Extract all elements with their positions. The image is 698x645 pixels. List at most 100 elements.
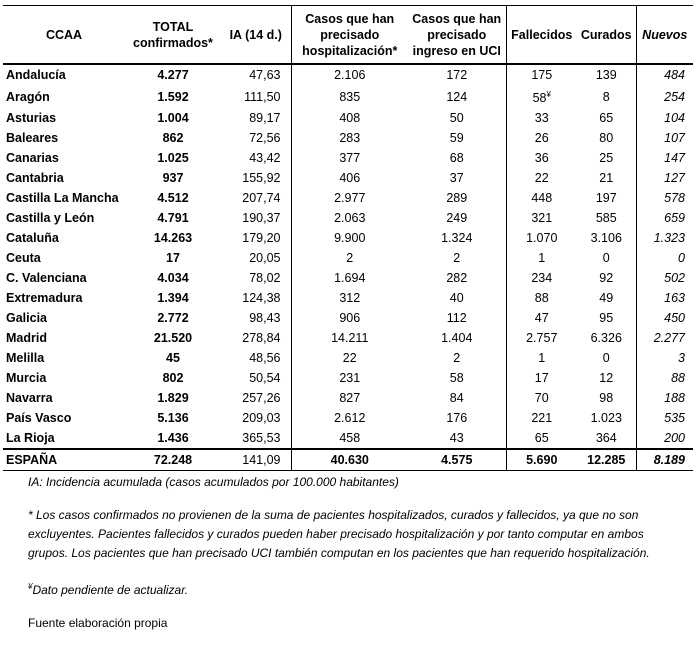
cell: 231 xyxy=(290,368,408,389)
cell: 111,50 xyxy=(244,89,281,104)
region-name: Murcia xyxy=(6,371,47,386)
region-name: Cataluña xyxy=(6,231,59,246)
cell: 92 xyxy=(599,271,614,286)
cell: 22 xyxy=(290,348,408,369)
cell: 45 xyxy=(166,351,180,366)
data-row: Madrid 21.520 278,84 14.211 1.404 2.757 6.326 2… xyxy=(3,328,693,349)
cell: 1 xyxy=(505,348,577,369)
cell: 1.404 xyxy=(441,331,473,346)
cell: 5.136 xyxy=(157,411,189,426)
note-mark: ¥ xyxy=(28,582,33,592)
cell: 406 xyxy=(290,168,408,189)
region-name: Ceuta xyxy=(6,251,41,266)
data-row: Extremadura 1.394 124,38 312 40 88 49 163 xyxy=(3,288,693,309)
column-header: Nuevos xyxy=(635,5,693,65)
cell: 4.512 xyxy=(157,191,189,206)
cell: 88 xyxy=(505,288,577,309)
note-asterisk: * Los casos confirmados no provienen de … xyxy=(28,508,650,561)
cell: 1.436 xyxy=(157,431,189,446)
table-body: Andalucía 4.277 47,63 2.106 172 175 139 484 Arag… xyxy=(3,64,693,472)
cell: 147 xyxy=(635,148,693,169)
cell: 22 xyxy=(505,168,577,189)
cell: 98,43 xyxy=(249,311,281,326)
region-name: Aragón xyxy=(6,89,50,104)
cell: 4.575 xyxy=(408,448,506,472)
cell: 0 xyxy=(602,251,610,266)
cell: 112 xyxy=(446,311,467,326)
cell: 20,05 xyxy=(249,251,281,266)
data-row: País Vasco 5.136 209,03 2.612 176 221 1.023 535 xyxy=(3,408,693,429)
cell: 2.612 xyxy=(290,408,408,429)
data-row: Navarra 1.829 257,26 827 84 70 98 188 xyxy=(3,388,693,409)
cell: 282 xyxy=(446,271,468,286)
cell: 172 xyxy=(446,68,468,82)
region-name: País Vasco xyxy=(6,411,72,426)
cell: 1.829 xyxy=(157,391,189,406)
data-row: Melilla 45 48,56 22 2 1 0 3 xyxy=(3,348,693,369)
cell: 0 xyxy=(602,351,610,366)
cell: 72,56 xyxy=(249,131,281,146)
cell: 17 xyxy=(166,251,180,266)
cell: 484 xyxy=(635,64,693,85)
cell: 25 xyxy=(599,151,614,166)
cell: 50 xyxy=(449,111,464,126)
cell: 68 xyxy=(449,151,464,166)
cell: 1.324 xyxy=(441,231,473,246)
cell: 47 xyxy=(505,308,577,329)
data-row: Ceuta 17 20,05 2 2 1 0 0 xyxy=(3,248,693,269)
region-name: La Rioja xyxy=(6,431,55,446)
cell: 2.063 xyxy=(290,208,408,229)
column-header: Curados xyxy=(577,5,636,65)
cell: 58 xyxy=(449,371,464,386)
cell: 4.277 xyxy=(157,68,189,82)
cell: 12.285 xyxy=(577,448,636,472)
region-name: Andalucía xyxy=(6,68,66,82)
cell: 2 xyxy=(453,351,461,366)
region-name: Navarra xyxy=(6,391,53,406)
cell: 827 xyxy=(290,388,408,409)
cell: 88 xyxy=(635,368,693,389)
cell: 585 xyxy=(595,211,617,226)
total-row: ESPAÑA 72.248 141,09 40.630 4.575 5.690 12.285… xyxy=(3,448,693,472)
cell: 835 xyxy=(290,85,408,109)
cell: 175 xyxy=(505,64,577,85)
column-header: Casos que han precisado hospitalización* xyxy=(290,5,408,65)
cell: 50,54 xyxy=(249,371,281,386)
cell: 254 xyxy=(635,85,693,109)
cell-value: 58 xyxy=(532,91,547,106)
cell: 906 xyxy=(290,308,408,329)
cell: 6.326 xyxy=(590,331,622,346)
cell: 190,37 xyxy=(242,211,281,226)
data-row: La Rioja 1.436 365,53 458 43 65 364 200 xyxy=(3,428,693,450)
cell: 2.757 xyxy=(505,328,577,349)
data-row: Asturias 1.004 89,17 408 50 33 65 104 xyxy=(3,108,693,129)
cell: 43,42 xyxy=(249,151,281,166)
cell: 312 xyxy=(290,288,408,309)
cell: 176 xyxy=(446,411,468,426)
cell: 65 xyxy=(599,111,614,126)
column-header: CCAA xyxy=(3,5,125,65)
cell: 1.025 xyxy=(157,151,189,166)
data-row: Canarias 1.025 43,42 377 68 36 25 147 xyxy=(3,148,693,169)
cell: 535 xyxy=(635,408,693,429)
cell: 95 xyxy=(599,311,614,326)
cell: 104 xyxy=(635,108,693,129)
cell: 502 xyxy=(635,268,693,289)
cell: 37 xyxy=(449,171,464,186)
cell: 278,84 xyxy=(242,331,281,346)
cell: 4.034 xyxy=(157,271,189,286)
cell: 12 xyxy=(599,371,614,386)
cell: 3.106 xyxy=(590,231,622,246)
note-text: Dato pendiente de actualizar. xyxy=(32,583,189,598)
cell: 1.323 xyxy=(635,228,693,249)
region-name: Extremadura xyxy=(6,291,83,306)
cell: 862 xyxy=(162,131,184,146)
cell: 14.211 xyxy=(290,328,408,349)
note-pending: ¥Dato pendiente de actualizar. xyxy=(28,577,668,600)
cell: 124,38 xyxy=(242,291,281,306)
cell: 448 xyxy=(505,188,577,209)
cell: 1.023 xyxy=(590,411,622,426)
cell: 33 xyxy=(505,108,577,129)
data-row: Castilla y León 4.791 190,37 2.063 249 321 585… xyxy=(3,208,693,229)
cell: 365,53 xyxy=(242,431,281,446)
